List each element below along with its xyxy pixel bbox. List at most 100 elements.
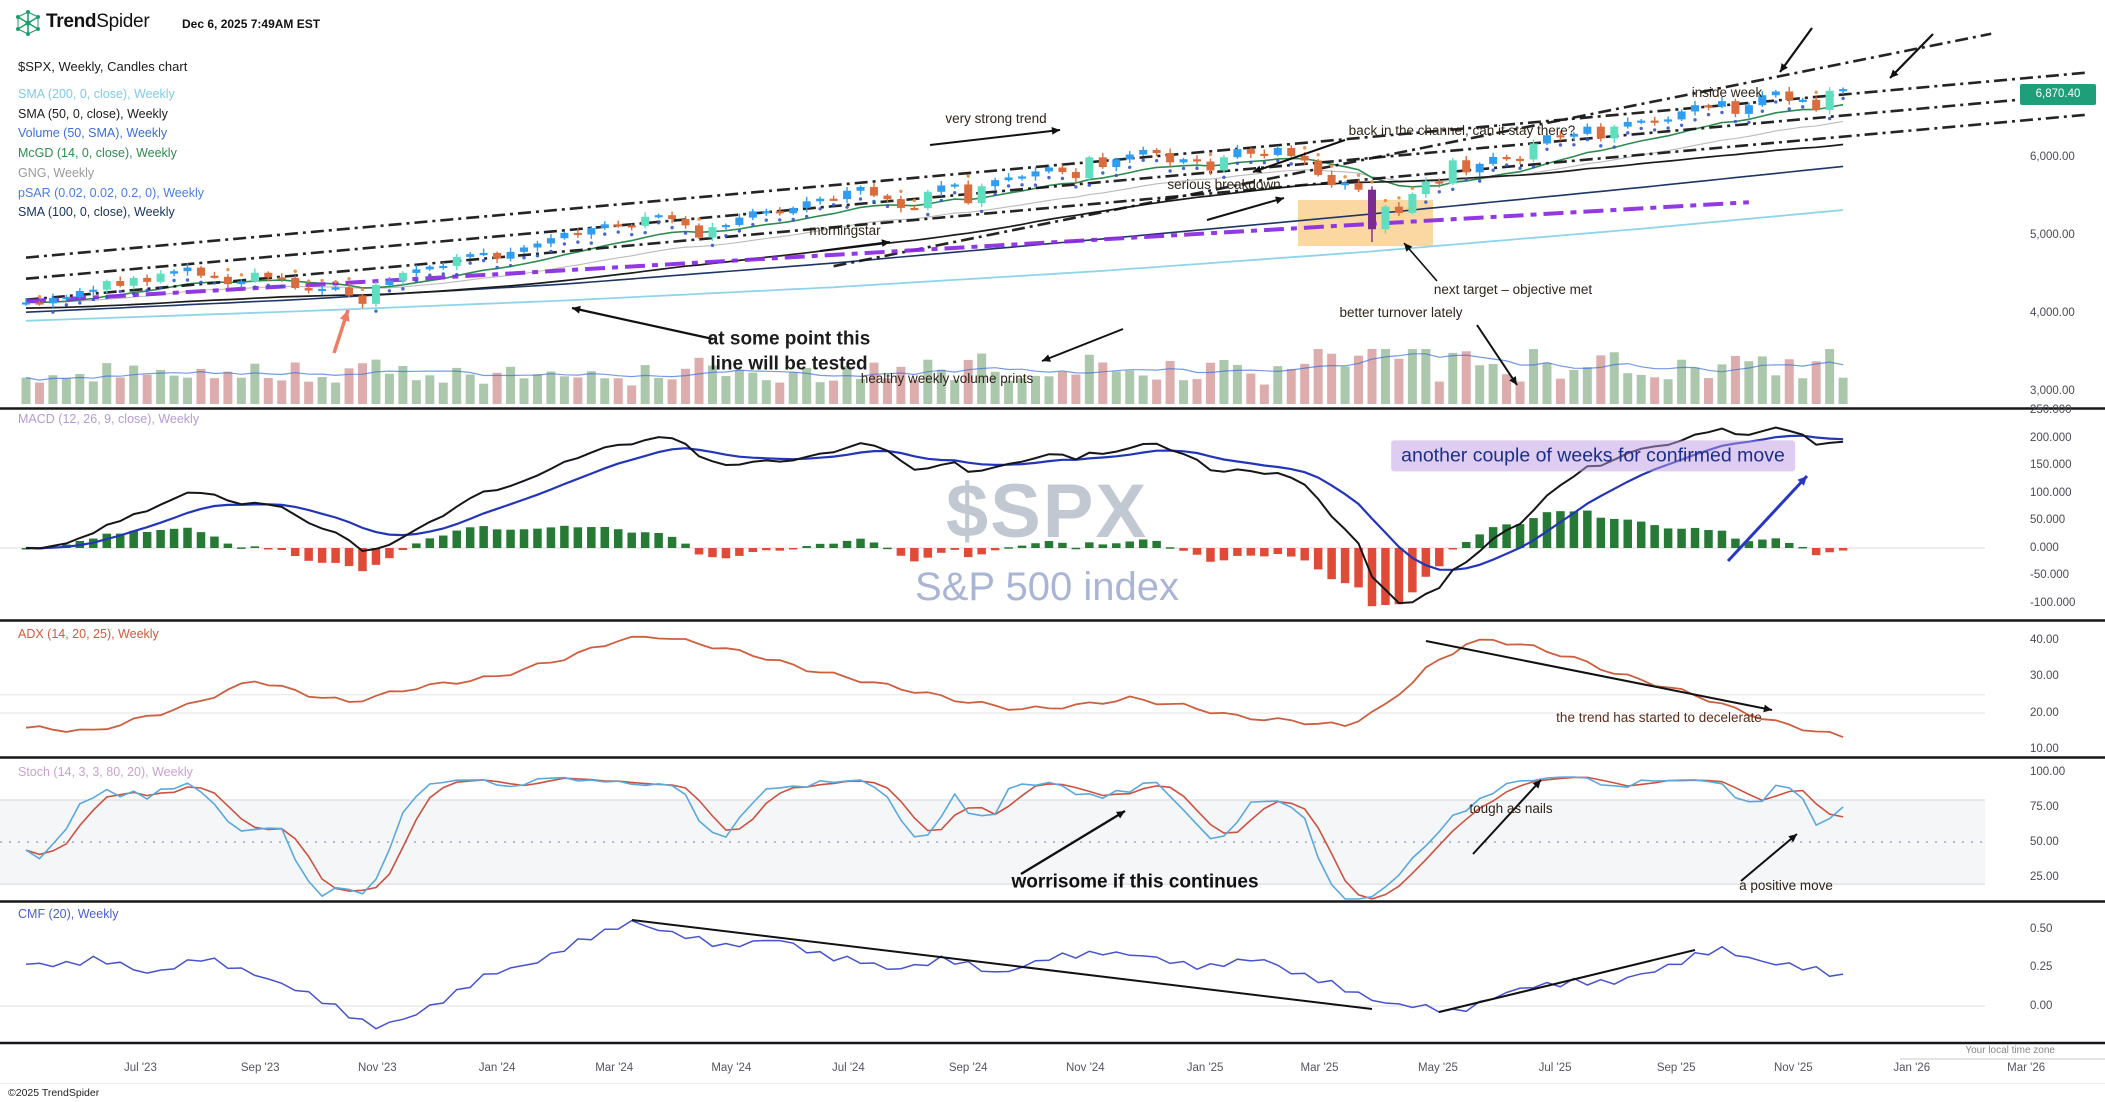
stoch-axis-tick: 100.00 bbox=[2030, 765, 2066, 778]
adx-axis-tick: 40.00 bbox=[2030, 633, 2059, 646]
annotation-healthy-volume: healthy weekly volume prints bbox=[860, 371, 1034, 387]
price-axis-tick: 3,000.00 bbox=[2030, 384, 2075, 397]
legend-item-sma200[interactable]: SMA (200, 0, close), Weekly bbox=[18, 87, 175, 101]
indicator-legend: SMA (200, 0, close), Weekly SMA (50, 0, c… bbox=[18, 85, 204, 223]
sma50-line bbox=[25, 143, 1844, 309]
watermark-name: S&P 500 index bbox=[915, 565, 1179, 609]
app-header: TrendSpider Dec 6, 2025 7:49AM EST bbox=[0, 0, 2105, 46]
annotation-very-strong-trend: very strong trend bbox=[945, 111, 1047, 127]
last-price-badge: 6,870.40 bbox=[2020, 84, 2096, 105]
cmf-axis-tick: 0.25 bbox=[2030, 961, 2053, 973]
legend-item-mcgd[interactable]: McGD (14, 0, close), Weekly bbox=[18, 146, 177, 161]
legend-item-gng[interactable]: GNG, Weekly bbox=[18, 165, 95, 180]
annotation-worrisome: worrisome if this continues bbox=[1011, 871, 1259, 893]
stoch-k-line bbox=[25, 776, 1844, 900]
annotation-morningstar: morningstar bbox=[809, 223, 881, 239]
cmf-axis-tick: 0.50 bbox=[2030, 922, 2053, 935]
timezone-label[interactable]: Your local time zone bbox=[1965, 1045, 2055, 1056]
x-axis-label: Nov '23 bbox=[357, 1062, 397, 1074]
x-axis-label: Jan '26 bbox=[1893, 1062, 1931, 1074]
x-axis-label: Jan '24 bbox=[478, 1062, 516, 1074]
macd-axis-tick: 250.000 bbox=[2030, 404, 2072, 416]
price-trendlines bbox=[25, 32, 2086, 304]
price-axis-tick: 6,000.00 bbox=[2030, 150, 2075, 163]
drawn-arrows bbox=[332, 27, 1934, 1013]
legend-item-sma50[interactable]: SMA (50, 0, close), Weekly bbox=[18, 106, 168, 121]
chart-title: $SPX, Weekly, Candles chart bbox=[18, 59, 188, 74]
stoch-panel-label[interactable]: Stoch (14, 3, 3, 80, 20), Weekly bbox=[18, 765, 193, 779]
x-axis-label: Nov '25 bbox=[1773, 1062, 1813, 1074]
macd-axis-tick: 200.000 bbox=[2030, 431, 2072, 444]
annotation-confirmed-move: another couple of weeks for confirmed mo… bbox=[1391, 440, 1795, 472]
cmf-panel-label[interactable]: CMF (20), Weekly bbox=[18, 907, 119, 921]
legend-item-volume[interactable]: Volume (50, SMA), Weekly bbox=[18, 126, 168, 141]
macd-axis-tick: -100.000 bbox=[2030, 596, 2076, 609]
sma200-line bbox=[25, 209, 1844, 322]
volume-bars bbox=[21, 349, 1848, 404]
x-axis-label: Sep '25 bbox=[1656, 1062, 1696, 1074]
stoch-axis-tick: 25.00 bbox=[2030, 870, 2059, 883]
macd-panel-label[interactable]: MACD (12, 26, 9, close), Weekly bbox=[18, 412, 200, 426]
cmf-axis-tick: 0.00 bbox=[2030, 999, 2053, 1012]
annotation-next-target: next target – objective met bbox=[1433, 282, 1593, 298]
macd-axis-tick: 50.000 bbox=[2030, 514, 2066, 526]
brand-bold: Trend bbox=[46, 11, 97, 32]
annotation-a-positive-move: a positive move bbox=[1739, 878, 1833, 894]
x-axis-label: Jul '23 bbox=[123, 1062, 157, 1074]
watermark-symbol: $SPX bbox=[945, 469, 1149, 554]
x-axis-label: Jul '25 bbox=[1538, 1062, 1572, 1074]
cmf-line bbox=[25, 919, 1844, 1030]
legend-item-psar[interactable]: pSAR (0.02, 0.02, 0.2, 0), Weekly bbox=[18, 185, 204, 200]
candles bbox=[22, 87, 1848, 309]
annotation-inside-week: inside week bbox=[1691, 85, 1763, 101]
adx-axis-tick: 10.00 bbox=[2030, 743, 2059, 756]
macd-signal-line bbox=[25, 434, 1844, 571]
price-axis-tick: 5,000.00 bbox=[2030, 228, 2075, 241]
macd-histogram bbox=[21, 510, 1848, 607]
watermark: $SPX S&P 500 index bbox=[847, 468, 1247, 610]
x-axis-label: Sep '23 bbox=[240, 1062, 280, 1074]
annotation-better-turnover: better turnover lately bbox=[1339, 305, 1463, 321]
x-axis-label: Nov '24 bbox=[1065, 1062, 1105, 1074]
brand-light: Spider bbox=[96, 11, 150, 32]
copyright: ©2025 TrendSpider bbox=[8, 1087, 100, 1099]
trendspider-logo-icon[interactable] bbox=[12, 7, 44, 39]
adx-axis-tick: 20.00 bbox=[2030, 706, 2059, 719]
macd-axis-tick: 0.000 bbox=[2030, 541, 2059, 554]
legend-item-sma100[interactable]: SMA (100, 0, close), Weekly bbox=[18, 205, 175, 220]
stoch-axis-tick: 50.00 bbox=[2030, 835, 2059, 848]
macd-axis-tick: 150.000 bbox=[2030, 459, 2072, 471]
annotation-serious-breakdown: serious breakdown bbox=[1167, 177, 1281, 193]
adx-line bbox=[25, 635, 1844, 739]
x-axis-label: Sep '24 bbox=[948, 1062, 988, 1074]
macd-line bbox=[25, 426, 1844, 605]
macd-axis-tick: -50.000 bbox=[2030, 569, 2070, 581]
x-axis-label: Mar '24 bbox=[595, 1062, 634, 1074]
annotation-line-will-be-tested: at some point this line will be tested bbox=[707, 328, 871, 374]
annotation-trend-decelerate: the trend has started to decelerate bbox=[1556, 710, 1762, 726]
annotation-back-in-channel: back in the channel, can it stay there? bbox=[1348, 123, 1576, 139]
volume-sma-line bbox=[25, 353, 1844, 381]
panel-dividers bbox=[0, 407, 2105, 1084]
stoch-axis-tick: 75.00 bbox=[2030, 800, 2059, 813]
header-datetime: Dec 6, 2025 7:49AM EST bbox=[182, 17, 321, 31]
x-axis-label: May '25 bbox=[1417, 1062, 1458, 1074]
adx-axis-tick: 30.00 bbox=[2030, 670, 2059, 683]
psar-dots bbox=[37, 90, 1845, 314]
annotation-tough-as-nails: tough as nails bbox=[1469, 801, 1553, 817]
brand[interactable]: TrendSpider bbox=[46, 11, 150, 33]
adx-panel-label[interactable]: ADX (14, 20, 25), Weekly bbox=[18, 627, 159, 641]
x-axis-label: Mar '26 bbox=[2007, 1062, 2046, 1074]
x-axis-label: Mar '25 bbox=[1300, 1062, 1339, 1074]
x-axis-label: May '24 bbox=[711, 1062, 752, 1074]
macd-axis-tick: 100.000 bbox=[2030, 486, 2072, 499]
mcgd-line bbox=[25, 103, 1844, 304]
x-axis-label: Jan '25 bbox=[1186, 1062, 1224, 1074]
sma100-line bbox=[25, 165, 1844, 313]
price-axis-tick: 4,000.00 bbox=[2030, 306, 2075, 319]
gng-line bbox=[25, 120, 1844, 304]
x-axis-label: Jul '24 bbox=[831, 1062, 865, 1074]
